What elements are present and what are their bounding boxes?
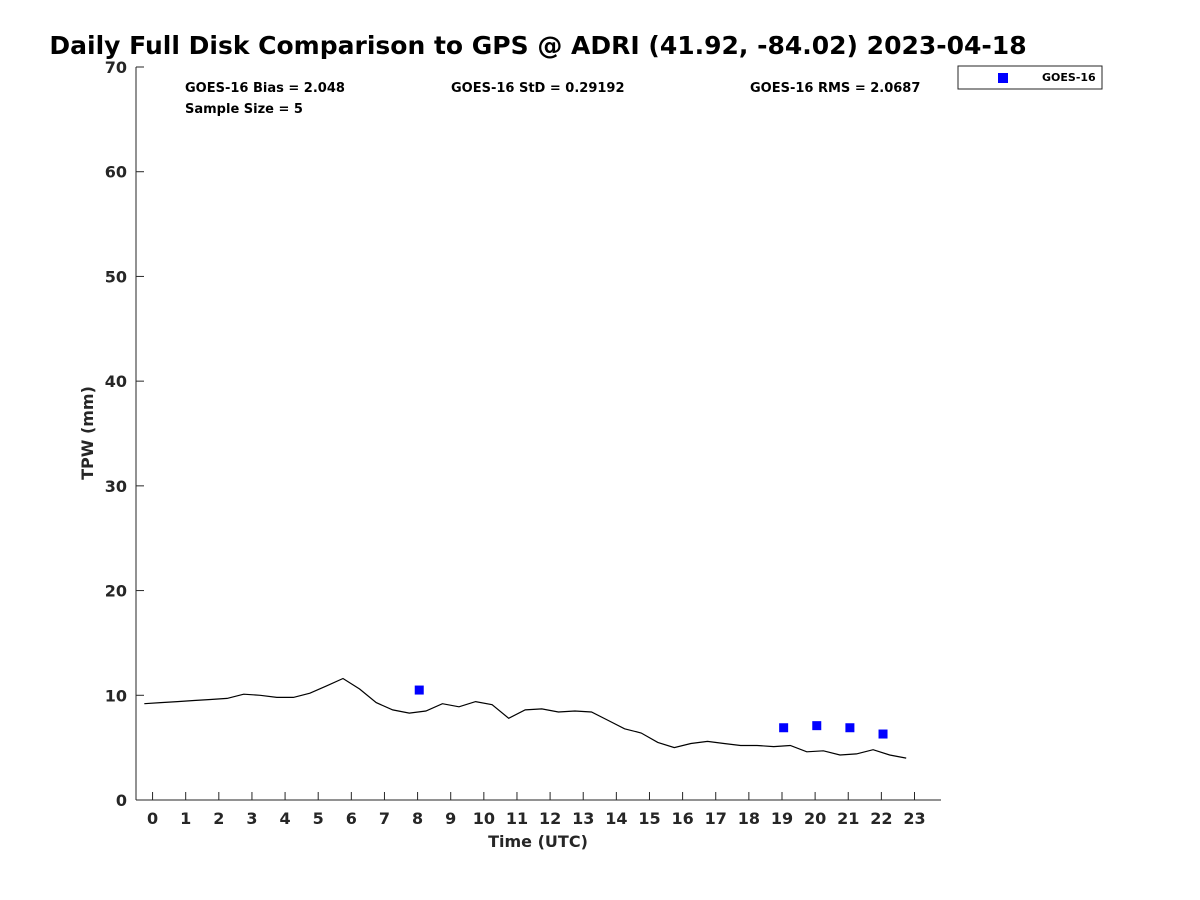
x-tick-label: 3 [246, 809, 257, 828]
y-tick-label: 70 [105, 58, 127, 77]
x-tick-label: 18 [738, 809, 760, 828]
x-tick-label: 19 [771, 809, 793, 828]
x-tick-label: 9 [445, 809, 456, 828]
y-tick-label: 30 [105, 477, 127, 496]
x-tick-label: 16 [671, 809, 693, 828]
goes16-data-point [845, 723, 855, 733]
plot-area [136, 67, 941, 800]
legend-box [957, 65, 1103, 90]
x-tick-label: 7 [379, 809, 390, 828]
x-tick-label: 8 [412, 809, 423, 828]
goes16-marker-layer [414, 685, 888, 739]
y-axis-label: TPW (mm) [78, 386, 97, 480]
x-tick-label: 15 [638, 809, 660, 828]
goes16-data-point [812, 721, 822, 731]
y-tick-label: 60 [105, 163, 127, 182]
goes16-data-point [779, 723, 789, 733]
std-annotation: GOES-16 StD = 0.29192 [451, 81, 625, 96]
y-tick-label: 10 [105, 686, 127, 705]
x-axis-label: Time (UTC) [488, 832, 588, 851]
x-tick-label: 22 [870, 809, 892, 828]
x-tick-label: 21 [837, 809, 859, 828]
x-tick-label: 5 [313, 809, 324, 828]
goes16-data-point [414, 685, 424, 695]
bias-annotation: GOES-16 Bias = 2.048 [185, 81, 345, 96]
gps-line-layer [144, 677, 907, 759]
x-tick-label: 23 [903, 809, 925, 828]
x-axis-ticks: 0 1 2 3 4 5 6 7 8 9 10 11 12 13 14 15 16 17 18 19 20 21 22 23 [147, 792, 926, 828]
x-tick-label: 10 [473, 809, 495, 828]
y-tick-label: 50 [105, 267, 127, 286]
x-tick-label: 2 [213, 809, 224, 828]
x-tick-label: 6 [346, 809, 357, 828]
y-tick-label: 0 [116, 791, 127, 810]
x-tick-label: 4 [280, 809, 291, 828]
x-tick-label: 14 [605, 809, 627, 828]
legend: GOES-16 [957, 65, 1103, 90]
y-tick-label: 20 [105, 582, 127, 601]
legend-marker-goes16 [998, 73, 1008, 83]
y-axis-ticks: 0 10 20 30 40 50 60 70 [105, 58, 144, 810]
rms-annotation: GOES-16 RMS = 2.0687 [750, 81, 920, 96]
sample-size-annotation: Sample Size = 5 [185, 102, 303, 117]
x-tick-label: 13 [572, 809, 594, 828]
legend-label-goes16: GOES-16 [1042, 71, 1096, 84]
goes16-data-point [878, 729, 888, 739]
chart-title: Daily Full Disk Comparison to GPS @ ADRI… [49, 31, 1026, 60]
x-tick-label: 20 [804, 809, 826, 828]
x-tick-label: 12 [539, 809, 561, 828]
x-tick-label: 1 [180, 809, 191, 828]
x-tick-label: 17 [705, 809, 727, 828]
x-tick-label: 11 [506, 809, 528, 828]
gps-tpw-line [144, 677, 907, 759]
x-tick-label: 0 [147, 809, 158, 828]
y-tick-label: 40 [105, 372, 127, 391]
